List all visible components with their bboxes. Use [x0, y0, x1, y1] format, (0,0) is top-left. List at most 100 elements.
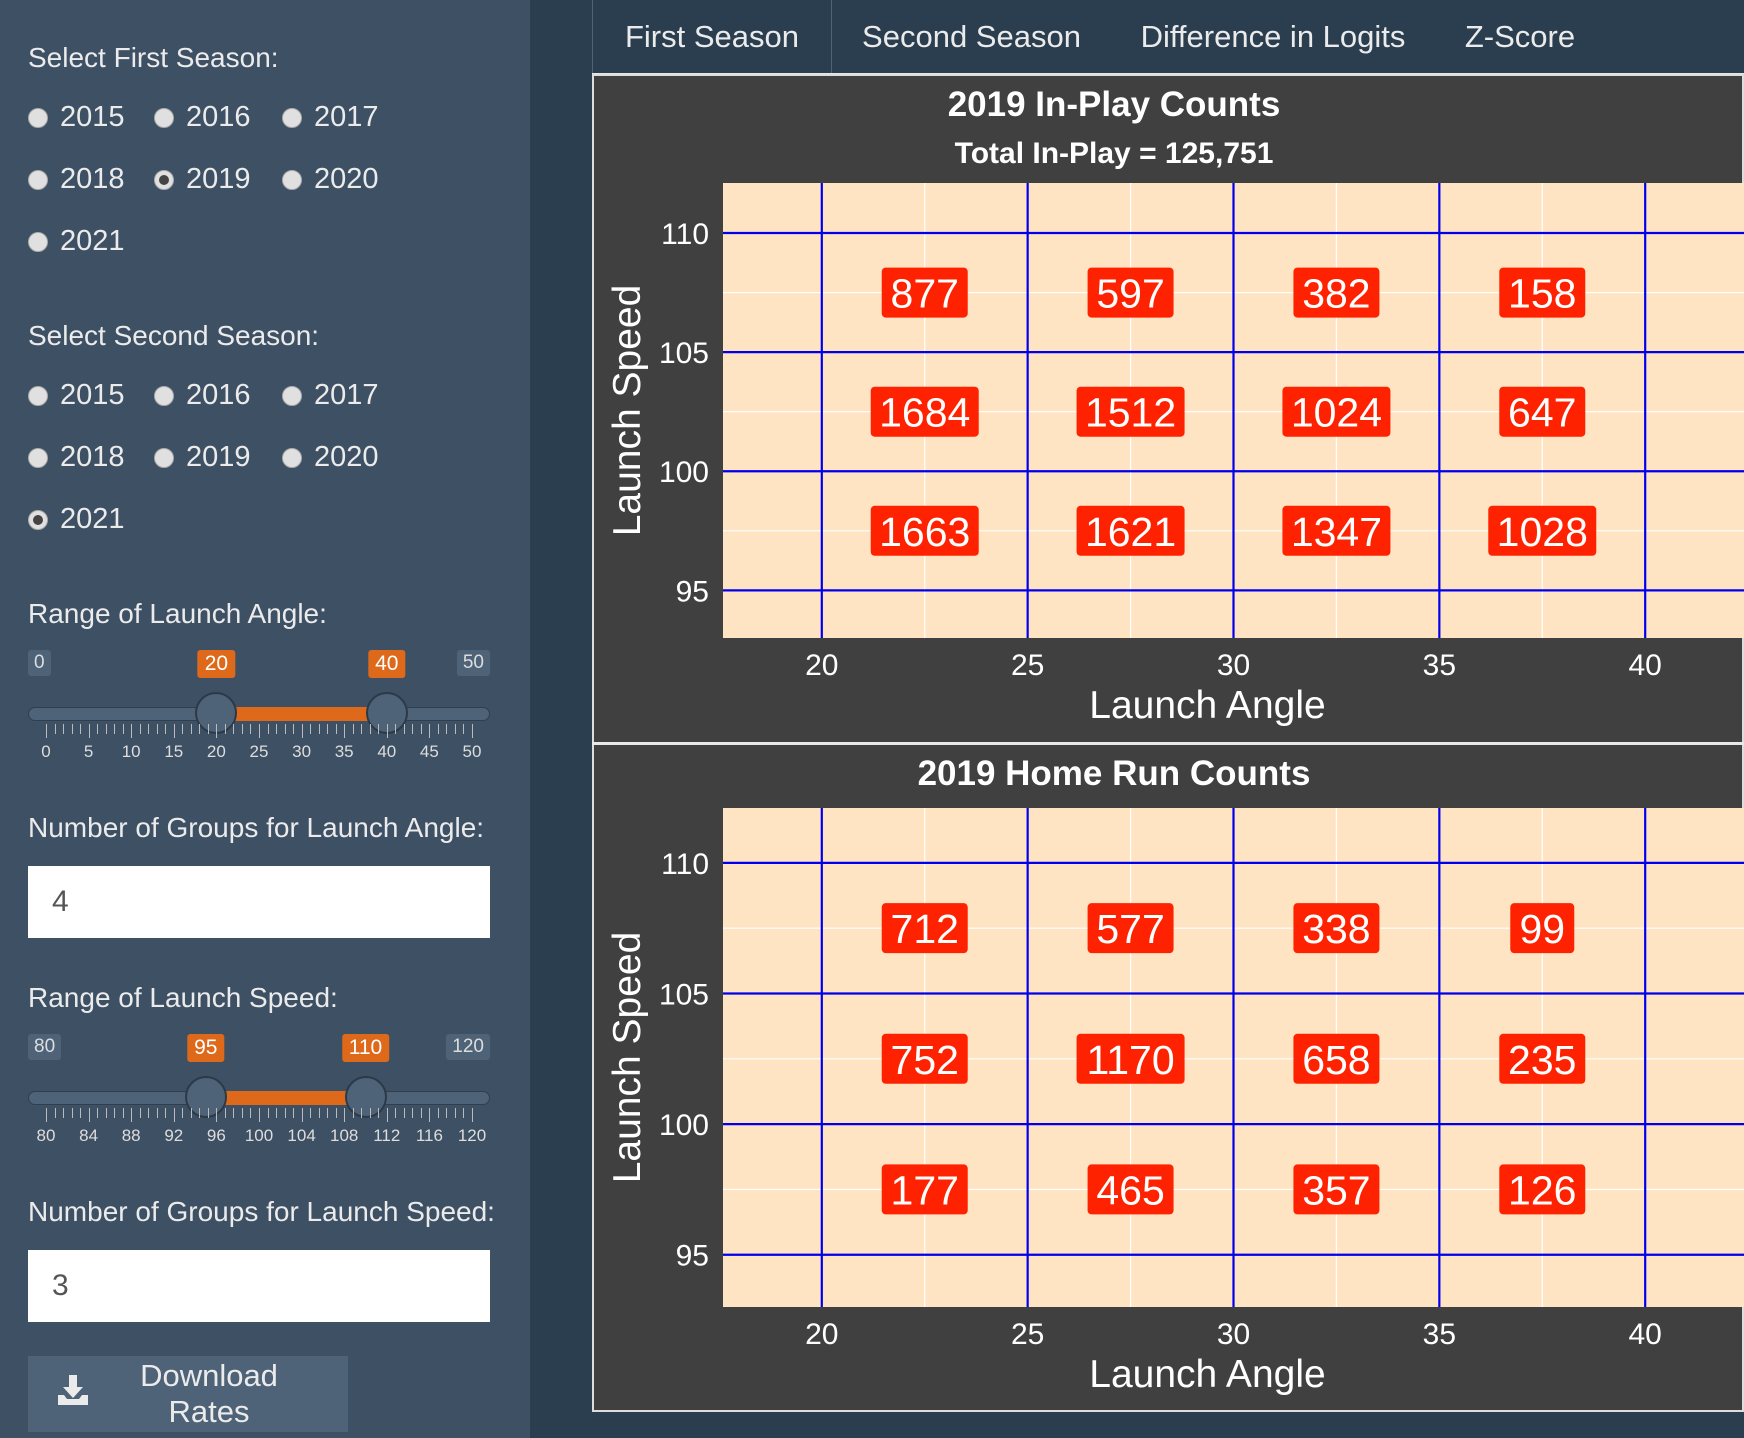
slider-tick	[472, 1108, 473, 1122]
second-season-radio-2018[interactable]: 2018	[28, 441, 125, 474]
radio-circle[interactable]	[28, 169, 48, 190]
slider-tick-label: 84	[79, 1126, 99, 1145]
second-season-radio-2021[interactable]: 2021	[28, 503, 125, 536]
tab-difference-in-logits[interactable]: Difference in Logits	[1113, 0, 1433, 73]
first-season-radio-2020[interactable]: 2020	[282, 163, 379, 196]
chart-0-cell-label-box	[1499, 267, 1586, 318]
radio-label: 2019	[186, 441, 251, 473]
slider-tick	[97, 1108, 99, 1118]
tab-z-score[interactable]: Z-Score	[1433, 0, 1607, 73]
radio-circle[interactable]	[28, 107, 48, 128]
chart-1-cell-label-box	[1293, 1164, 1380, 1215]
radio-label: 2018	[60, 441, 125, 473]
slider-tick	[463, 1108, 465, 1118]
slider-tick	[310, 1108, 312, 1118]
slider-tick-label: 35	[334, 742, 354, 761]
slider-tick	[284, 724, 286, 734]
radio-circle[interactable]	[154, 447, 174, 468]
chart-1-cell-value: 357	[1302, 1167, 1370, 1213]
first-season-radio-2016[interactable]: 2016	[154, 101, 251, 134]
radio-circle[interactable]	[28, 509, 48, 530]
radio-circle[interactable]	[154, 385, 174, 406]
chart-1-y-tick-label: 110	[661, 848, 709, 881]
chart-0-title: 2019 In-Play Counts	[948, 85, 1281, 124]
first-season-radio-2019[interactable]: 2019	[154, 163, 251, 196]
slider-tick	[369, 1108, 371, 1118]
chart-0-x-tick-label: 30	[1217, 649, 1250, 682]
radio-label: 2019	[186, 163, 251, 195]
slider-tick	[88, 724, 90, 738]
slider-tick	[165, 1108, 167, 1118]
slider-to-handle[interactable]	[365, 692, 408, 734]
second-season-radio-2015[interactable]: 2015	[28, 379, 125, 412]
tab-second-season[interactable]: Second Season	[830, 0, 1113, 73]
slider-tick	[420, 1108, 422, 1118]
download-rates-button[interactable]: Download Rates	[28, 1356, 348, 1432]
chart-1-cell-label-box	[1293, 903, 1380, 954]
slider-from-label: 20	[197, 650, 236, 678]
slider-tick	[420, 724, 422, 734]
chart-1-cell-label-box	[1087, 903, 1174, 954]
slider-tick	[352, 1108, 354, 1118]
slider-tick	[114, 724, 116, 734]
first-season-radio-2015[interactable]: 2015	[28, 101, 125, 134]
slider-tick	[293, 724, 295, 734]
slider-tick	[199, 1108, 201, 1118]
slider-tick-label: 100	[244, 1126, 274, 1145]
second-season-radio-2017[interactable]: 2017	[282, 379, 379, 412]
slider-to-handle[interactable]	[344, 1076, 387, 1118]
slider-tick	[105, 1108, 107, 1118]
slider-tick-label: 80	[36, 1126, 56, 1145]
second-season-radio-2020[interactable]: 2020	[282, 441, 379, 474]
first-season-radio-2021[interactable]: 2021	[28, 225, 125, 258]
slider-tick	[310, 724, 312, 734]
angle-groups-input[interactable]	[28, 866, 490, 938]
slider-tick	[216, 724, 218, 738]
radio-circle[interactable]	[28, 385, 48, 406]
chart-1-x-tick-label: 25	[1011, 1318, 1044, 1351]
slider-tick	[97, 724, 99, 734]
launch-speed-range-slider[interactable]: 80 120 95 110 80 84 88 92 96 100 104 108 112 116 1…	[28, 1034, 490, 1154]
radio-circle[interactable]	[282, 385, 302, 406]
radio-circle[interactable]	[28, 231, 48, 252]
chart-1-cell-label-box	[1499, 1164, 1586, 1215]
slider-tick	[318, 724, 320, 734]
slider-from-label: 95	[187, 1034, 225, 1062]
launch-angle-range-slider[interactable]: 0 50 20 40 0 5 10 15 20 25 30 35 40 45 50	[28, 650, 490, 770]
radio-circle[interactable]	[154, 107, 174, 128]
tab-first-season[interactable]: First Season	[592, 0, 832, 73]
chart-1-title: 2019 Home Run Counts	[918, 754, 1311, 793]
chart-1-cell-label-box	[881, 1033, 968, 1084]
slider-tick	[386, 1108, 388, 1122]
chart-1-cell-value: 177	[891, 1167, 959, 1213]
slider-tick-label: 104	[287, 1126, 316, 1145]
chart-0-cell-value: 158	[1508, 271, 1576, 317]
first-season-radio-2017[interactable]: 2017	[282, 101, 379, 134]
chart-1-cell-value: 235	[1508, 1037, 1576, 1083]
slider-tick-label: 112	[373, 1126, 401, 1145]
slider-tick	[446, 724, 448, 734]
chart-0-y-tick-label: 100	[659, 456, 709, 489]
slider-tick	[207, 1108, 209, 1118]
first-season-radio-2018[interactable]: 2018	[28, 163, 125, 196]
second-season-radio-2016[interactable]: 2016	[154, 379, 251, 412]
chart-1-y-tick-label: 100	[659, 1109, 709, 1142]
second-season-radio-2019[interactable]: 2019	[154, 441, 251, 474]
chart-1-cell-label-box	[1499, 1033, 1586, 1084]
tab-label: Difference in Logits	[1140, 18, 1406, 54]
speed-groups-input[interactable]	[28, 1250, 490, 1322]
download-rates-label: Download Rates	[140, 1358, 278, 1429]
radio-circle[interactable]	[28, 447, 48, 468]
slider-tick	[46, 1108, 47, 1122]
slider-tick	[173, 724, 175, 738]
radio-circle[interactable]	[282, 447, 302, 468]
radio-circle[interactable]	[282, 169, 302, 190]
slider-tick	[122, 1108, 124, 1118]
slider-tick	[327, 1108, 329, 1118]
chart-0-x-tick-label: 35	[1423, 649, 1456, 682]
slider-tick-label: 45	[419, 742, 439, 761]
chart-0-cell-value: 1347	[1291, 509, 1382, 555]
radio-circle[interactable]	[154, 169, 174, 190]
radio-circle[interactable]	[282, 107, 302, 128]
slider-tick-label: 5	[83, 742, 94, 761]
